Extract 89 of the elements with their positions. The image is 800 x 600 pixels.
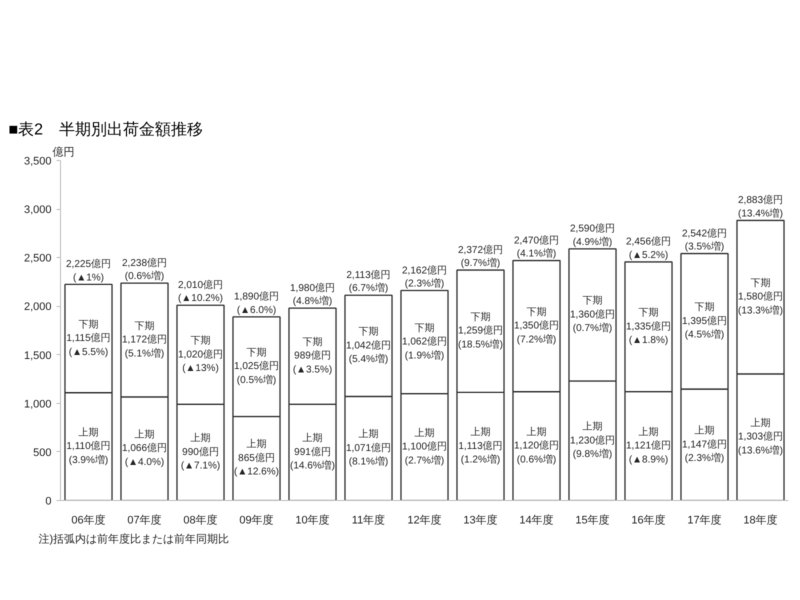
y-tick-label: 2,000	[24, 301, 52, 314]
data-label: 1,147億円 (2.3%増)	[682, 438, 728, 464]
x-tick-label: 18年度	[743, 514, 778, 526]
x-tick-label: 08年度	[183, 514, 218, 526]
total-label: 2,225億円 (▲1%)	[66, 258, 112, 284]
data-label: 1,042億円 (5.4%増)	[346, 339, 392, 366]
data-label: 1,025億円 (0.5%増)	[234, 360, 280, 386]
x-tick-label: 13年度	[463, 514, 498, 526]
data-label: 1,172億円 (5.1%増)	[122, 334, 168, 360]
data-label: 1,335億円 (▲1.8%)	[626, 320, 672, 346]
text: 下期	[582, 296, 602, 307]
text: 上期	[582, 422, 602, 433]
total-label: 2,010億円 (▲10.2%)	[178, 279, 224, 304]
text: 下期	[750, 278, 770, 289]
total-label: 2,456億円 (▲5.2%)	[626, 236, 672, 261]
text: 上期	[414, 428, 434, 439]
text: 上期	[134, 429, 154, 440]
data-label: 1,360億円 (0.7%増)	[570, 308, 616, 334]
text: 上期	[190, 433, 210, 444]
y-tick-label: 1,500	[24, 350, 52, 362]
x-tick-label: 06年度	[71, 514, 106, 526]
total-label: 2,113億円 (6.7%増)	[346, 269, 391, 294]
y-tick-label: 1,000	[24, 398, 52, 410]
data-label: 1,071億円 (8.1%増)	[346, 442, 392, 468]
x-tick-label: 12年度	[407, 514, 442, 526]
x-tick-label: 17年度	[687, 514, 722, 526]
series-label: 上期	[246, 438, 266, 450]
x-tick-label: 14年度	[519, 514, 554, 526]
data-label: 1,113億円 (1.2%増)	[458, 440, 503, 466]
data-label: 1,303億円 (13.6%増)	[738, 430, 784, 456]
data-label: 1,020億円 (▲13%)	[178, 348, 224, 374]
total-label: 2,542億円 (3.5%増)	[682, 227, 728, 253]
y-axis-title: 億円	[52, 146, 74, 158]
x-tick-label: 09年度	[239, 514, 274, 526]
data-label: 1,350億円 (7.2%増)	[514, 320, 560, 346]
total-label: 2,238億円 (0.6%増)	[122, 256, 168, 282]
data-label: 990億円 (▲7.1%)	[180, 446, 220, 472]
text: 上期	[302, 433, 322, 444]
text: 下期	[470, 312, 490, 323]
y-tick-label: 500	[33, 446, 52, 459]
total-label: 2,470億円 (4.1%増)	[514, 234, 560, 260]
x-tick-label: 10年度	[295, 514, 330, 526]
data-label: 991億円 (14.6%増)	[290, 446, 336, 472]
total-label: 2,883億円 (13.4%増)	[738, 194, 784, 220]
data-label: 1,395億円 (4.5%増)	[682, 314, 728, 341]
text: 下期	[134, 320, 154, 332]
text: 上期	[638, 426, 658, 438]
chart-title: ■表2 半期別出荷金額推移	[8, 120, 204, 138]
total-label: 2,162億円 (2.3%増)	[402, 264, 448, 290]
y-tick-label: 3,500	[24, 156, 52, 168]
data-label: 1,259億円 (18.5%増)	[458, 324, 504, 350]
total-label: 2,372億円 (9.7%増)	[458, 244, 504, 270]
data-label: 1,110億円 (3.9%増)	[66, 440, 111, 466]
data-label: 1,230億円 (9.8%増)	[570, 434, 616, 460]
text: 下期	[190, 336, 210, 347]
text: 上期	[358, 429, 378, 440]
text: 下期	[526, 306, 546, 318]
series-label: 下期	[246, 346, 266, 358]
data-label: 865億円 (▲12.6%)	[234, 452, 279, 478]
total-label: 1,980億円 (4.8%増)	[290, 282, 336, 308]
data-label: 1,066億円 (▲4.0%)	[122, 442, 168, 468]
text: 注)括弧内は前年度比または前年同期比	[38, 532, 230, 546]
data-label: 989億円 (▲3.5%)	[292, 350, 332, 376]
text: 下期	[302, 336, 322, 348]
total-label: 2,590億円 (4.9%増)	[570, 222, 616, 248]
text: 上期	[694, 426, 714, 437]
data-label: 1,100億円 (2.7%増)	[402, 440, 448, 466]
text: 下期	[694, 302, 714, 314]
data-label: 1,115億円 (▲5.5%)	[66, 332, 111, 358]
x-tick-label: 16年度	[631, 514, 666, 526]
x-tick-label: 15年度	[575, 514, 610, 526]
data-label: 1,120億円 (0.6%増)	[514, 440, 560, 466]
text: 下期	[78, 319, 98, 330]
x-tick-label: 07年度	[127, 514, 162, 526]
text: 下期	[414, 322, 434, 334]
text: 上期	[750, 418, 770, 429]
y-tick-label: 3,000	[24, 204, 52, 216]
total-label: 1,890億円 (▲6.0%)	[234, 290, 280, 316]
x-tick-label: 11年度	[352, 514, 386, 526]
y-tick-label: 2,500	[24, 252, 52, 265]
text: 上期	[78, 427, 98, 438]
text: 上期	[526, 426, 546, 438]
text: 上期	[470, 427, 490, 438]
text: 下期	[638, 308, 658, 319]
data-label: 1,121億円 (▲8.9%)	[626, 440, 672, 466]
data-label: 1,062億円 (1.9%増)	[402, 336, 448, 362]
y-tick-label: 0	[45, 496, 52, 508]
text: 下期	[358, 326, 378, 338]
data-label: 1,580億円 (13.3%増)	[738, 290, 784, 316]
